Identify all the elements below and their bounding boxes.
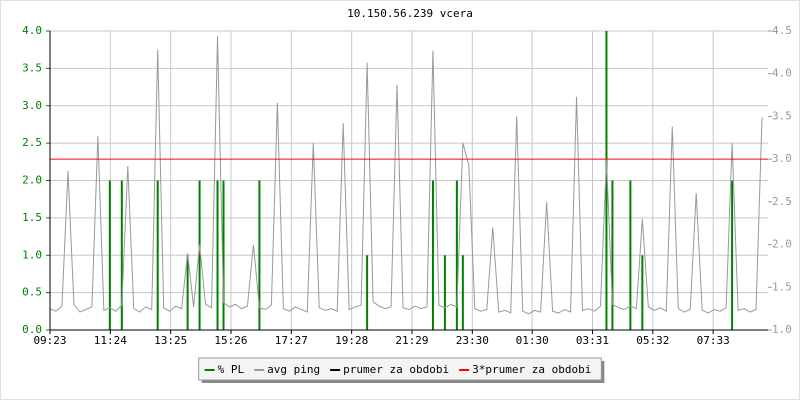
y-tick-label: 3.5	[22, 61, 42, 74]
y-tick-label: 4.0	[22, 24, 42, 37]
x-tick-label: 17:27	[275, 334, 308, 347]
legend-label: 3*prumer za obdobi	[472, 363, 591, 376]
loss-impulse	[455, 180, 458, 330]
legend-label: prumer za obdobi	[343, 363, 449, 376]
y2-tick-label: 3.5	[772, 109, 792, 122]
loss-impulse	[108, 180, 111, 330]
y-tick-label: 0.5	[22, 286, 42, 299]
loss-impulse	[611, 180, 614, 330]
x-tick-label: 13:25	[154, 334, 187, 347]
loss-impulse	[120, 180, 123, 330]
loss-impulse	[216, 180, 219, 330]
legend-box	[198, 357, 602, 381]
loss-impulse	[431, 180, 434, 330]
y2-tick-label: 3.0	[772, 152, 792, 165]
y2-tick-label: 2.5	[772, 195, 792, 208]
ping-line	[49, 36, 763, 315]
loss-impulse	[222, 180, 225, 330]
y2-tick-label: 4.0	[772, 67, 792, 80]
y-tick-label: 0.0	[22, 323, 42, 336]
loss-impulse	[186, 255, 189, 330]
loss-impulse	[461, 255, 464, 330]
x-tick-label: 23:30	[456, 334, 489, 347]
legend: % PL avg ping prumer za obdobi 3*prumer za …	[198, 357, 605, 383]
legend-label: % PL	[218, 363, 245, 376]
x-tick-label: 09:23	[33, 334, 66, 347]
y-tick-label: 3.0	[22, 99, 42, 112]
y-tick-label: 1.0	[22, 248, 42, 261]
loss-impulse	[258, 180, 261, 330]
y2-tick-label: 1.0	[772, 323, 792, 336]
y2-tick-label: 1.5	[772, 280, 792, 293]
loss-impulse	[731, 180, 734, 330]
y-tick-label: 1.5	[22, 211, 42, 224]
loss-impulse	[366, 255, 369, 330]
x-tick-label: 15:26	[214, 334, 247, 347]
loss-impulse	[443, 255, 446, 330]
legend-label: avg ping	[267, 363, 320, 376]
x-tick-label: 05:32	[636, 334, 669, 347]
y2-tick-label: 4.5	[772, 24, 792, 37]
loss-impulse	[641, 255, 644, 330]
x-tick-label: 07:33	[697, 334, 730, 347]
loss-impulse	[605, 31, 608, 330]
loss-impulse	[198, 180, 201, 330]
x-tick-label: 19:28	[335, 334, 368, 347]
x-tick-label: 03:31	[576, 334, 609, 347]
chart-title: 10.150.56.239 vcera	[347, 7, 473, 20]
y2-tick-label: 2.0	[772, 238, 792, 251]
x-tick-label: 21:29	[395, 334, 428, 347]
y-tick-label: 2.5	[22, 136, 42, 149]
x-tick-label: 11:24	[94, 334, 127, 347]
loss-impulse	[629, 180, 632, 330]
y-tick-label: 2.0	[22, 174, 42, 187]
loss-impulse	[156, 180, 159, 330]
x-tick-label: 01:30	[516, 334, 549, 347]
